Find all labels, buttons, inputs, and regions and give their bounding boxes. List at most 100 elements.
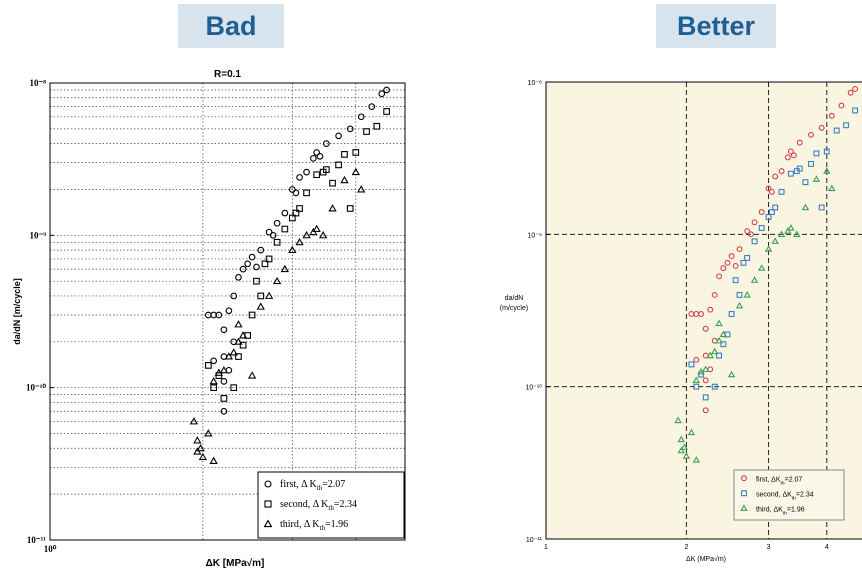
x-tick-label: 10⁰	[44, 544, 57, 554]
y-tick-label: 10⁻⁹	[30, 230, 47, 240]
circle-point	[210, 357, 218, 365]
circle-point	[292, 189, 300, 197]
square-point	[313, 171, 321, 179]
y-tick-label: 10⁻⁸	[30, 78, 47, 88]
triangle-point	[204, 429, 213, 437]
triangle-point	[198, 452, 208, 461]
circle-point	[784, 154, 791, 161]
triangle-point	[735, 301, 744, 309]
legend-label-1: second, ΔKth=2.34	[756, 491, 814, 501]
square-point	[693, 383, 700, 390]
triangle-point	[777, 230, 786, 237]
circle-point	[724, 259, 731, 266]
triangle-point	[224, 352, 234, 360]
triangle-point	[288, 245, 297, 254]
circle-point	[269, 231, 277, 239]
triangle-point	[318, 231, 328, 239]
triangle-point	[351, 167, 360, 176]
triangle-point	[706, 351, 714, 359]
square-point	[352, 149, 360, 156]
circle-point	[847, 89, 854, 96]
square-point	[768, 209, 775, 216]
circle-point	[702, 325, 709, 332]
triangle-point	[209, 377, 218, 385]
square-point	[823, 148, 830, 155]
square-point	[329, 179, 336, 187]
square-point	[346, 205, 354, 212]
circle-point	[702, 377, 709, 384]
triangle-point	[189, 417, 199, 425]
circle-point	[309, 155, 317, 162]
circle-point	[808, 131, 814, 138]
y-axis-label-line-2: (m/cycle)	[500, 305, 528, 312]
circle-point	[751, 219, 758, 226]
circle-point	[253, 263, 260, 271]
square-point	[253, 277, 260, 285]
square-point	[303, 189, 310, 197]
x-tick-label: 2	[684, 544, 688, 551]
triangle-point	[229, 348, 238, 356]
triangle-point	[711, 347, 719, 355]
circle-point	[744, 228, 751, 235]
circle-point	[288, 186, 296, 193]
square-point	[778, 188, 785, 195]
legend-label-1: second, Δ Kth=2.34	[280, 499, 357, 512]
triangle-point	[764, 245, 773, 252]
circle-point	[239, 265, 247, 273]
circle-point	[707, 306, 714, 313]
x-tick-label: 3	[767, 544, 771, 551]
y-tick-label: 10⁻⁹	[528, 232, 542, 239]
circle-point	[383, 86, 390, 94]
square-point	[204, 362, 212, 369]
square-point	[688, 361, 695, 368]
square-point	[341, 151, 348, 158]
y-tick-label: 10⁻¹⁰	[525, 384, 542, 392]
y-axis-label-line-1: da/dN	[505, 295, 524, 302]
circle-point	[378, 90, 386, 98]
circle-point	[316, 152, 324, 160]
triangle-point	[715, 319, 723, 327]
square-point	[772, 204, 779, 211]
square-point	[261, 260, 269, 268]
circle-point	[265, 228, 273, 236]
triangle-point	[193, 447, 202, 455]
x-axis-label: ΔK [MPa√m]	[206, 558, 265, 569]
square-point	[818, 204, 825, 211]
triangle-point	[219, 365, 229, 374]
points	[674, 86, 859, 463]
circle-point	[296, 174, 303, 181]
circle-point	[765, 185, 772, 192]
circle-point	[357, 113, 365, 121]
legend-label-0: first, ΔKth=2.07	[756, 476, 802, 486]
triangle-point	[264, 291, 274, 299]
square-point	[265, 255, 273, 263]
square-point	[852, 107, 859, 114]
triangle-point	[692, 376, 700, 383]
plot-area	[546, 82, 862, 539]
triangle-point	[309, 227, 318, 236]
square-point	[373, 122, 381, 130]
square-point	[363, 128, 370, 135]
points	[189, 86, 390, 464]
circle-point	[711, 292, 718, 298]
plot-area	[50, 83, 405, 540]
triangle-point	[812, 175, 821, 182]
square-point	[808, 160, 814, 167]
triangle-point	[715, 336, 723, 344]
triangle-point	[677, 435, 685, 443]
square-point	[833, 127, 840, 134]
triangle-point	[784, 227, 792, 234]
circle-point	[698, 311, 704, 317]
legend-box	[257, 471, 405, 539]
square-point	[248, 311, 256, 319]
triangle-point	[692, 456, 700, 463]
y-axis-label: da/dN [m/cycle]	[12, 278, 22, 345]
circle-point	[838, 102, 845, 109]
triangle-point	[234, 337, 243, 345]
circle-point	[335, 132, 342, 140]
square-point	[288, 214, 296, 222]
circle-point	[303, 168, 310, 176]
triangle-point	[674, 416, 682, 424]
circle-point	[248, 253, 256, 261]
